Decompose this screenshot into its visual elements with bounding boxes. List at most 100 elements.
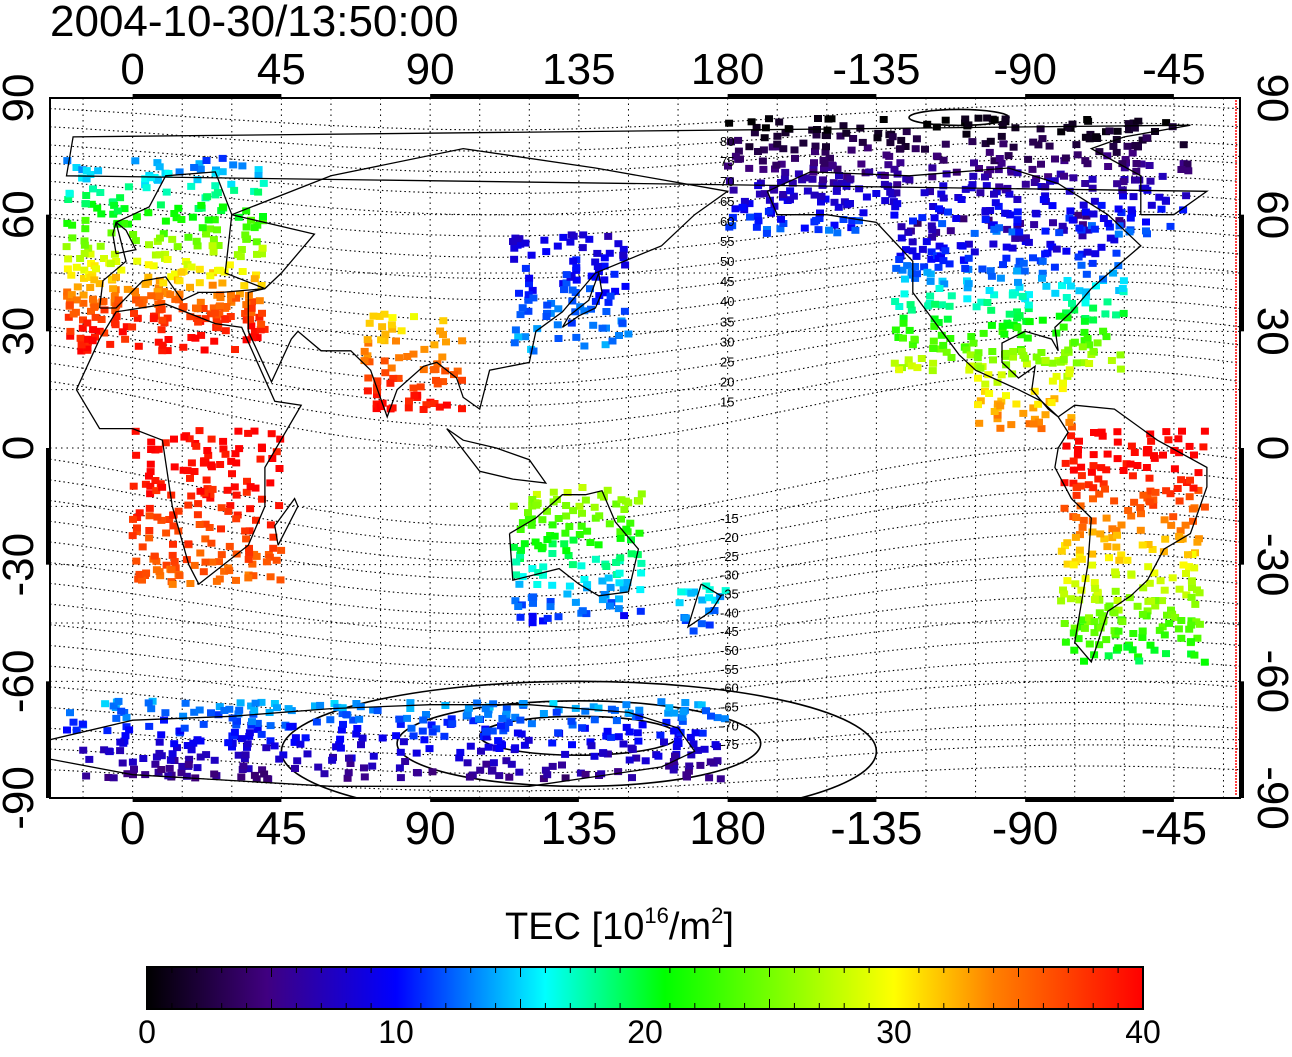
tec-cell: [987, 272, 996, 280]
tec-cell: [691, 729, 700, 737]
tec-cell: [1099, 327, 1108, 335]
tec-cell: [967, 333, 976, 340]
tec-cell: [100, 329, 109, 337]
colorbar-ticks: [171, 967, 1119, 1009]
tec-cell: [88, 337, 97, 345]
tec-cell: [225, 261, 234, 269]
tec-cell: [791, 154, 799, 162]
tec-cell: [1075, 224, 1084, 232]
colorbar: [146, 966, 1144, 1010]
tec-cell: [395, 715, 404, 723]
tec-cell: [1024, 238, 1033, 246]
tec-cell: [97, 210, 106, 218]
tec-cell: [979, 329, 988, 337]
south-pole-contour: [280, 680, 878, 798]
tec-cell: [336, 744, 345, 752]
tec-cell: [832, 187, 841, 195]
tec-cell: [1176, 527, 1185, 535]
tec-cell: [911, 145, 920, 153]
tec-cell: [1165, 619, 1174, 627]
tec-cell: [1115, 556, 1124, 564]
tec-cell: [981, 387, 989, 395]
tec-cell: [1060, 479, 1069, 487]
tec-cell: [978, 265, 987, 273]
coastline: [446, 428, 548, 484]
tec-cell: [80, 250, 89, 257]
tec-cell: [577, 562, 586, 570]
tec-cell: [1110, 609, 1119, 617]
tec-cell: [89, 185, 97, 193]
tec-cell: [890, 211, 899, 219]
tec-cell: [169, 540, 177, 548]
tec-cell: [604, 574, 613, 582]
tec-cell: [1090, 596, 1099, 603]
tec-cell: [245, 729, 254, 737]
tec-cell: [920, 189, 929, 197]
tec-cell: [1185, 442, 1194, 450]
tec-cell: [1089, 304, 1098, 312]
lon-tick-label-bottom: -45: [1141, 802, 1207, 854]
tec-cell: [254, 166, 263, 174]
tec-cell: [963, 295, 972, 303]
tec-cell: [939, 182, 948, 190]
tec-cell: [930, 214, 939, 222]
tec-cell: [62, 243, 71, 251]
tec-cell: [1105, 602, 1114, 610]
tec-cell: [705, 594, 713, 602]
tec-cell: [96, 242, 105, 250]
tec-cell: [569, 507, 578, 515]
tec-cell: [387, 364, 396, 372]
tec-cell: [171, 564, 180, 572]
tec-cell: [625, 756, 634, 764]
tec-cell: [534, 569, 543, 576]
tec-cell: [234, 710, 243, 718]
tec-cell: [1178, 427, 1186, 435]
tec-cell: [162, 561, 171, 569]
tec-cell: [896, 145, 905, 153]
tec-cell: [615, 569, 624, 577]
tec-cell: [231, 346, 239, 353]
tec-cell: [839, 216, 848, 223]
tec-cell: [248, 298, 256, 306]
tec-cell: [621, 261, 630, 269]
tec-cell: [145, 512, 154, 520]
tec-cell: [187, 182, 196, 190]
tec-cell: [277, 546, 286, 554]
tec-cell: [947, 292, 956, 300]
tec-cell: [144, 273, 153, 281]
tec-cell: [1008, 228, 1017, 236]
tec-cell: [256, 455, 265, 463]
contour-label: 60: [720, 214, 734, 229]
tec-cell: [569, 536, 578, 544]
tec-cell: [155, 568, 164, 576]
tec-cell: [524, 296, 533, 304]
tec-cell: [95, 280, 104, 288]
tec-cell: [1162, 119, 1171, 127]
tec-cell: [199, 720, 208, 728]
tec-cell: [185, 435, 194, 443]
tec-cell: [511, 744, 520, 752]
tec-cell: [672, 743, 681, 751]
tec-cell: [147, 446, 156, 453]
tec-cell: [1188, 551, 1197, 558]
tec-cell: [611, 287, 620, 295]
figure-title: 2004-10-30/13:50:00: [50, 0, 459, 46]
tec-cell: [983, 114, 992, 122]
tec-cell: [215, 302, 224, 310]
tec-cell: [1107, 357, 1116, 364]
tec-cell: [932, 123, 941, 131]
tec-cell: [999, 261, 1007, 269]
tec-cell: [199, 459, 208, 467]
tec-cell: [1021, 234, 1030, 242]
tec-cell: [1136, 504, 1145, 512]
tec-cell: [1099, 480, 1108, 488]
tec-cell: [167, 566, 176, 574]
tec-cell: [1124, 120, 1133, 128]
tec-cell: [276, 576, 285, 584]
tec-cell: [1002, 392, 1010, 400]
tec-cell: [973, 354, 982, 362]
tec-cell: [731, 152, 740, 160]
tec-cell: [697, 620, 706, 628]
tec-cell: [1013, 216, 1022, 224]
tec-cell: [851, 226, 860, 234]
